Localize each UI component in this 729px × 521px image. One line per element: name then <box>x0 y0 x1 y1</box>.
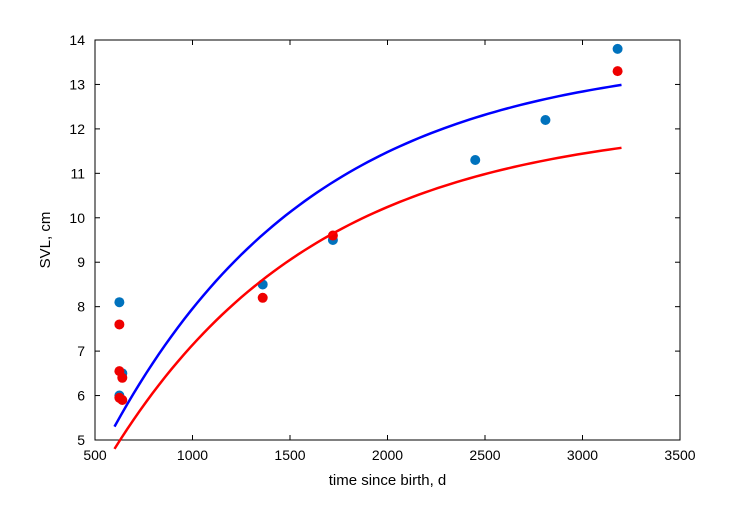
red-points <box>114 319 124 329</box>
y-axis-label: SVL, cm <box>37 212 54 269</box>
y-tick-label: 12 <box>69 121 85 137</box>
y-tick-label: 8 <box>77 299 85 315</box>
blue-points <box>114 297 124 307</box>
red-points <box>613 66 623 76</box>
red-points <box>117 373 127 383</box>
blue-curve <box>115 85 622 427</box>
x-tick-label: 1500 <box>274 447 305 463</box>
blue-points <box>540 115 550 125</box>
red-curve <box>115 148 622 449</box>
y-tick-label: 5 <box>77 432 85 448</box>
y-tick-label: 6 <box>77 388 85 404</box>
y-tick-label: 11 <box>70 165 85 181</box>
y-tick-label: 14 <box>69 32 85 48</box>
x-tick-label: 500 <box>83 447 107 463</box>
x-tick-label: 3500 <box>664 447 695 463</box>
growth-chart: 500 1000 1500 2000 2500 3000 3500 5 6 7 8 9 10 11 12 13… <box>0 0 729 521</box>
x-tick-label: 2000 <box>372 447 403 463</box>
chart-svg: 500 1000 1500 2000 2500 3000 3500 5 6 7 8 9 10 11 12 13… <box>0 0 729 521</box>
blue-points <box>613 44 623 54</box>
x-tick-label: 1000 <box>177 447 208 463</box>
y-tick-label: 13 <box>69 76 85 92</box>
red-points <box>258 293 268 303</box>
y-tick-label: 7 <box>77 343 85 359</box>
x-axis-label: time since birth, d <box>329 472 447 489</box>
x-tick-label: 2500 <box>469 447 500 463</box>
y-tick-label: 9 <box>77 254 85 270</box>
plot-box <box>95 40 680 440</box>
x-tick-label: 3000 <box>567 447 598 463</box>
red-points <box>117 395 127 405</box>
y-tick-label: 10 <box>69 210 85 226</box>
blue-points <box>470 155 480 165</box>
